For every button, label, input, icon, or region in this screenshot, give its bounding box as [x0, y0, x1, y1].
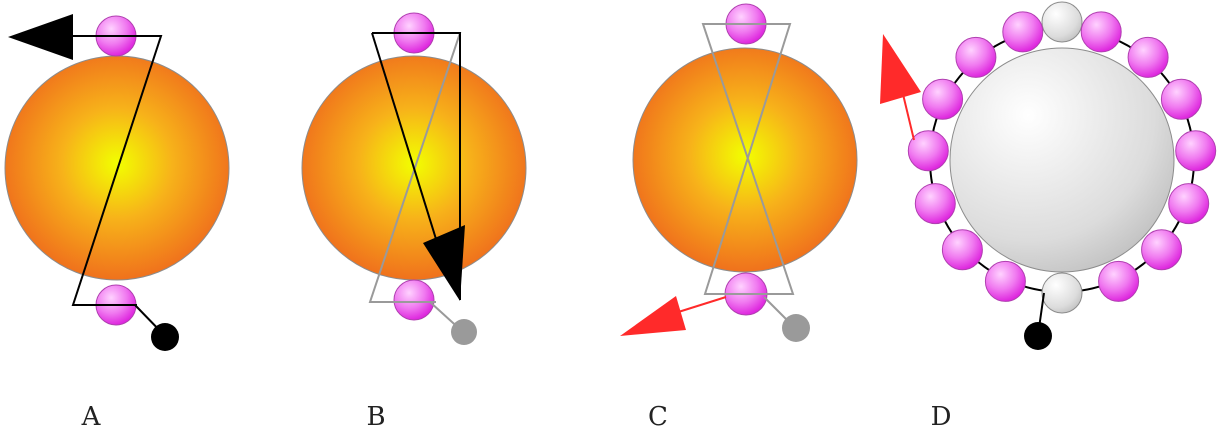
panel-label-d: D	[931, 402, 952, 432]
direction-arrow-red	[880, 34, 921, 104]
small-bead-ring	[1168, 183, 1210, 225]
big-bead-orange	[632, 47, 858, 273]
thread-diagonal	[371, 32, 446, 269]
thread-path	[372, 32, 461, 300]
direction-arrow-black	[8, 14, 73, 60]
small-bead-ring	[1160, 78, 1202, 120]
thread-loop-grey	[701, 23, 795, 295]
small-bead-ring	[1002, 11, 1044, 53]
panel-label-b: B	[366, 402, 385, 432]
panel-d	[880, 1, 1217, 350]
direction-arrow-red	[620, 296, 686, 336]
small-bead-ring	[941, 229, 983, 271]
direction-arrow-red-shaft	[671, 296, 727, 315]
small-bead-ring	[1127, 36, 1169, 78]
small-bead-ring	[914, 183, 956, 225]
big-bead-grey	[949, 47, 1175, 273]
grey-bead-top	[1041, 1, 1083, 43]
panel-label-c: C	[648, 402, 668, 432]
direction-arrow-black	[423, 225, 465, 301]
thread-knot	[1024, 322, 1052, 350]
thread-path	[60, 35, 163, 306]
panel-b	[301, 12, 527, 345]
small-bead-ring	[1098, 260, 1140, 302]
small-bead-ring	[907, 130, 949, 172]
panel-c	[620, 3, 858, 342]
small-bead-ring	[1175, 130, 1217, 172]
small-bead-ring	[984, 260, 1026, 302]
ring-beads	[907, 11, 1217, 302]
small-bead-ring	[1080, 11, 1122, 53]
thread-knot	[151, 323, 179, 351]
small-bead-ring	[955, 36, 997, 78]
small-bead-bottom	[393, 279, 435, 321]
thread-knot-grey	[451, 319, 477, 345]
direction-arrow-red-shaft	[901, 89, 915, 141]
small-bead-ring	[1141, 229, 1183, 271]
panel-label-a: A	[81, 402, 102, 432]
thread-knot-grey	[782, 314, 810, 342]
panel-a	[4, 14, 230, 351]
grey-bead-bottom	[1041, 272, 1083, 314]
small-bead-ring	[922, 78, 964, 120]
